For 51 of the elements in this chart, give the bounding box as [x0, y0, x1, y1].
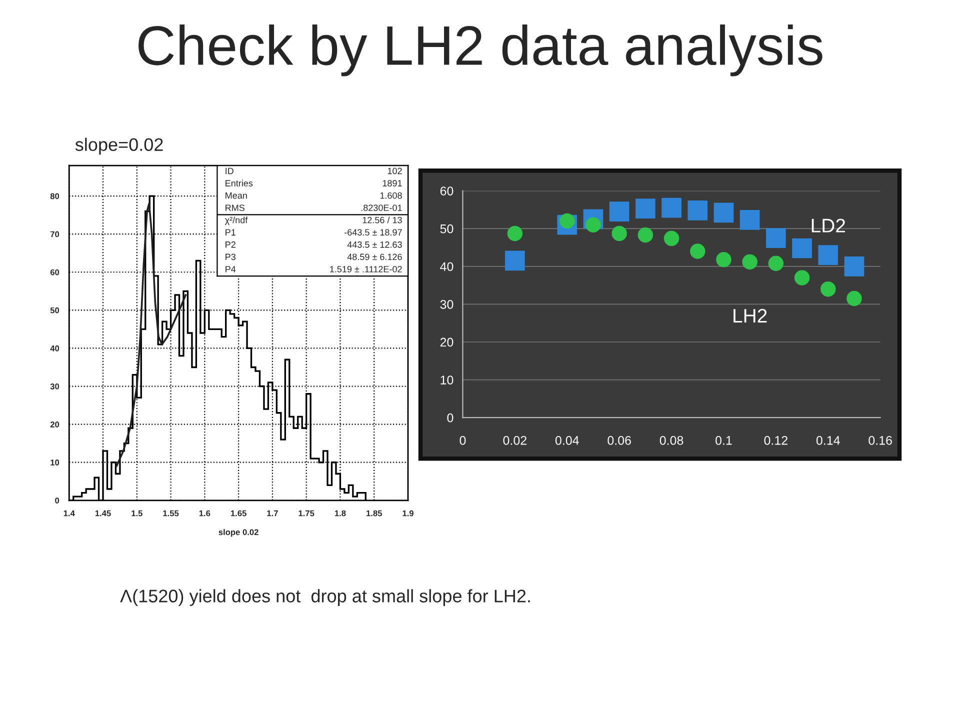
- text: ID 102: [226, 168, 402, 174]
- text: P3 48.59 ± 6.126: [226, 254, 402, 260]
- y-tick-label: 40: [50, 345, 60, 352]
- y-tick-label: 0: [55, 498, 60, 504]
- text: LH2: [734, 308, 767, 322]
- y-tick-label: 0: [447, 413, 454, 422]
- x-tick-label: 1.9: [402, 510, 414, 516]
- x-tick-label: 0.06: [608, 436, 631, 445]
- y-tick-label: 50: [440, 224, 454, 234]
- text: Λ(1520) yield does not drop at small slope for LH2.: [120, 589, 530, 606]
- y-tick-label: 40: [440, 262, 454, 272]
- y-tick-label: 30: [50, 383, 60, 390]
- x-tick-label: 1.55: [163, 510, 179, 516]
- text: Mean 1.608: [226, 192, 402, 199]
- y-tick-label: 10: [440, 376, 454, 384]
- x-tick-label: 1.6: [199, 510, 210, 516]
- x-tick-label: 0.14: [816, 436, 840, 445]
- x-tick-label: 0.08: [660, 436, 684, 445]
- x-tick-label: 1.8: [334, 510, 346, 516]
- text: P1 -643.5 ± 18.97: [226, 229, 402, 236]
- x-tick-label: 0.16: [868, 436, 892, 445]
- text: Entries 1891: [226, 180, 402, 186]
- y-tick-label: 80: [50, 193, 60, 200]
- x-tick-label: 0.12: [764, 436, 788, 445]
- y-tick-label: 60: [440, 186, 454, 196]
- text: P2 443.5 ± 12.63: [226, 241, 402, 248]
- text: RMS .8230E-01: [226, 204, 402, 211]
- y-tick-label: 10: [50, 460, 60, 466]
- x-tick-label: 0.02: [503, 436, 526, 445]
- x-tick-label: 0.04: [555, 436, 579, 445]
- y-tick-label: 70: [50, 231, 60, 238]
- text: χ²/ndf 12.56 / 13: [224, 216, 402, 226]
- x-tick-label: 1.7: [267, 510, 278, 516]
- x-tick-label: 1.85: [366, 510, 382, 516]
- y-tick-label: 20: [440, 338, 454, 347]
- x-tick-label: 1.45: [95, 510, 111, 516]
- x-tick-label: 1.4: [64, 510, 75, 516]
- x-tick-label: 1.65: [230, 510, 246, 516]
- y-tick-label: 30: [440, 300, 454, 309]
- y-tick-label: 50: [50, 307, 60, 314]
- x-axis-title: slope 0.02: [218, 529, 258, 537]
- text: P4 1.519 ± .1112E-02: [226, 266, 402, 272]
- series-label: LD2: [812, 218, 845, 232]
- y-tick-label: 20: [50, 422, 60, 428]
- chart-subtitle: slope=0.02: [75, 138, 163, 155]
- x-tick-label: 0: [460, 436, 466, 445]
- y-tick-label: 60: [50, 269, 60, 276]
- x-tick-label: 1.5: [132, 510, 142, 516]
- x-tick-label: 0.1: [716, 436, 732, 445]
- x-tick-label: 1.75: [298, 510, 314, 516]
- chart-title: Check by LH2 data analysis: [138, 24, 822, 76]
